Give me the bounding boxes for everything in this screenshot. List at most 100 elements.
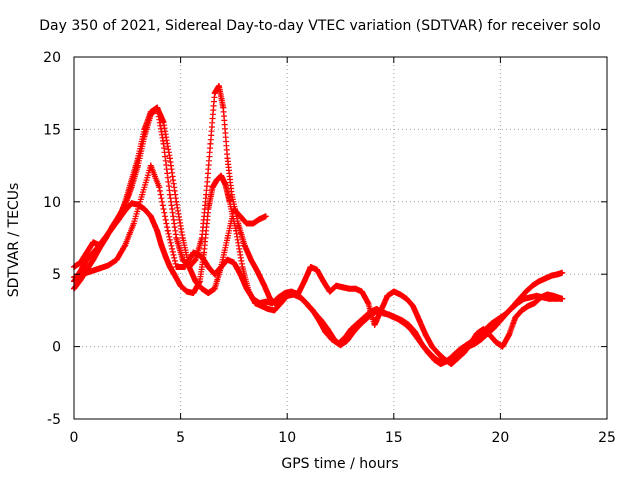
data-point — [90, 239, 97, 246]
data-point — [96, 265, 103, 272]
data-point — [230, 259, 237, 266]
data-point — [211, 271, 218, 278]
data-point — [497, 317, 504, 324]
data-point — [115, 216, 122, 223]
data-point — [211, 90, 218, 97]
y-tick-label: -5 — [47, 412, 61, 428]
data-point — [164, 227, 171, 234]
data-point — [88, 268, 95, 275]
data-point — [247, 256, 254, 263]
data-point — [422, 332, 429, 339]
data-point — [324, 326, 331, 333]
data-point — [544, 291, 551, 298]
data-point — [241, 242, 248, 249]
data-point — [454, 355, 461, 362]
data-point — [395, 316, 402, 323]
data-point — [139, 191, 146, 198]
data-point — [190, 249, 197, 256]
data-point — [282, 290, 289, 297]
data-point — [190, 290, 197, 297]
data-point — [218, 172, 225, 179]
y-tick-label: 10 — [43, 195, 61, 211]
data-point — [173, 235, 180, 241]
data-point — [512, 314, 519, 321]
data-point — [102, 233, 109, 240]
data-point — [198, 235, 205, 241]
data-point — [198, 253, 205, 260]
data-point — [279, 297, 286, 304]
data-point — [224, 155, 231, 162]
data-point — [260, 281, 267, 288]
data-point — [420, 343, 427, 350]
data-point — [147, 213, 154, 220]
data-point — [154, 227, 161, 234]
data-point — [250, 220, 257, 227]
data-point — [230, 206, 237, 213]
data-point — [134, 155, 141, 162]
data-point — [305, 303, 312, 310]
data-point — [365, 300, 372, 307]
data-point — [224, 256, 231, 263]
data-point — [235, 220, 242, 227]
x-tick-label: 15 — [385, 430, 403, 446]
data-point — [522, 288, 529, 295]
data-point — [384, 292, 391, 299]
data-point — [388, 313, 395, 320]
data-point — [83, 249, 90, 256]
x-tick-label: 0 — [70, 430, 79, 446]
data-point — [173, 263, 180, 270]
data-point — [478, 336, 485, 343]
data-point — [79, 271, 86, 278]
data-point — [307, 263, 314, 270]
x-tick-label: 10 — [278, 430, 296, 446]
data-point — [409, 303, 416, 310]
data-point — [141, 126, 148, 133]
y-tick-label: 20 — [43, 50, 61, 66]
data-point — [503, 310, 510, 317]
data-point — [77, 259, 84, 266]
plot-frame — [73, 56, 608, 420]
data-point — [473, 330, 480, 337]
data-point — [205, 290, 212, 297]
data-point — [397, 291, 404, 298]
data-point — [122, 242, 129, 249]
data-point — [448, 360, 455, 367]
data-point — [96, 242, 103, 249]
data-point — [130, 220, 137, 227]
data-point — [275, 294, 282, 301]
y-tick-label: 5 — [52, 267, 61, 283]
data-point — [299, 295, 306, 302]
data-point — [265, 305, 272, 312]
data-point — [201, 249, 208, 256]
data-point — [314, 266, 321, 273]
data-point — [318, 317, 325, 324]
data-point — [288, 288, 295, 295]
x-tick-label: 25 — [598, 430, 616, 446]
data-point — [256, 216, 263, 223]
data-point — [427, 350, 434, 357]
data-point — [224, 235, 231, 241]
data-point — [531, 300, 538, 307]
data-point — [156, 184, 163, 191]
data-point — [90, 256, 97, 263]
data-point — [269, 300, 276, 307]
data-point — [166, 191, 173, 198]
data-point — [271, 307, 278, 314]
data-point — [414, 334, 421, 341]
data-point — [356, 321, 363, 328]
data-point — [222, 181, 229, 188]
data-point — [529, 282, 536, 289]
data-point — [250, 295, 257, 302]
data-point — [403, 295, 410, 302]
data-point — [166, 155, 173, 162]
data-point — [559, 295, 566, 302]
data-point — [183, 288, 190, 295]
series-D — [71, 162, 566, 367]
data-point — [378, 307, 385, 314]
data-point — [218, 263, 225, 270]
data-point — [542, 275, 549, 282]
data-point — [331, 336, 338, 343]
data-point — [243, 220, 250, 227]
data-point — [294, 291, 301, 298]
data-point — [493, 339, 500, 346]
